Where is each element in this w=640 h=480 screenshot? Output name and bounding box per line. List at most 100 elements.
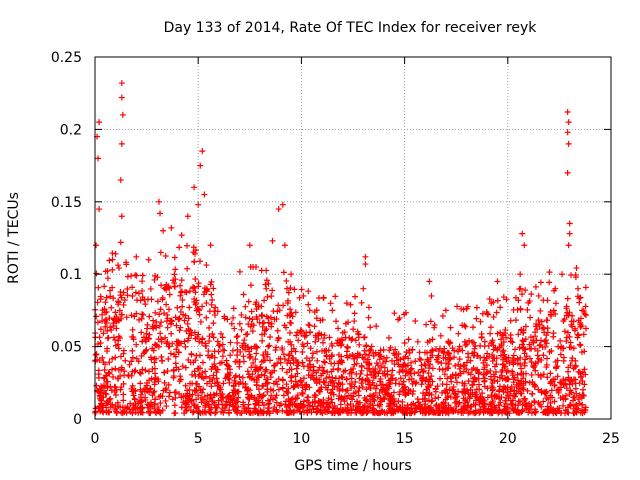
data-point — [378, 364, 385, 371]
data-point — [535, 317, 542, 324]
data-point — [375, 410, 382, 417]
data-point — [455, 401, 462, 408]
data-point — [367, 384, 374, 391]
data-point — [155, 198, 162, 205]
data-point — [460, 368, 467, 375]
data-point — [455, 348, 462, 355]
data-point — [217, 360, 224, 367]
data-point — [271, 316, 278, 323]
data-point — [444, 375, 451, 382]
x-tick-label: 25 — [602, 431, 620, 447]
data-point — [564, 109, 571, 116]
data-point — [208, 383, 215, 390]
data-point — [460, 362, 467, 369]
data-point — [147, 385, 154, 392]
data-point — [234, 410, 241, 417]
data-point — [106, 314, 113, 321]
data-point — [581, 348, 588, 355]
data-point — [176, 340, 183, 347]
data-point — [503, 376, 510, 383]
data-point — [407, 370, 414, 377]
data-point — [366, 368, 373, 375]
data-point — [425, 358, 432, 365]
data-point — [346, 334, 353, 341]
y-tick-label: 0 — [73, 412, 82, 428]
data-point — [389, 398, 396, 405]
data-point — [518, 365, 525, 372]
data-point — [499, 375, 506, 382]
data-point — [173, 322, 180, 329]
data-point — [323, 375, 330, 382]
data-point — [117, 315, 124, 322]
data-point — [522, 287, 529, 294]
data-point — [425, 370, 432, 377]
data-point — [358, 380, 365, 387]
data-point — [412, 405, 419, 412]
data-point — [339, 359, 346, 366]
data-point — [186, 288, 193, 295]
data-point — [115, 301, 122, 308]
data-point — [471, 374, 478, 381]
data-point — [170, 277, 177, 284]
data-point — [472, 342, 479, 349]
data-point — [364, 356, 371, 363]
data-point — [165, 306, 172, 313]
data-point — [350, 403, 357, 410]
data-point — [540, 371, 547, 378]
data-point — [409, 408, 416, 415]
data-point — [503, 358, 510, 365]
data-point — [167, 350, 174, 357]
data-point — [245, 298, 252, 305]
data-point — [576, 341, 583, 348]
x-axis-label: GPS time / hours — [294, 458, 411, 474]
data-point — [363, 407, 370, 414]
data-point — [119, 111, 126, 118]
data-point — [515, 382, 522, 389]
data-point — [552, 358, 559, 365]
data-point — [323, 353, 330, 360]
data-point — [515, 402, 522, 409]
data-point — [252, 356, 259, 363]
data-point — [259, 399, 266, 406]
data-point — [239, 380, 246, 387]
data-point — [466, 393, 473, 400]
data-point — [171, 402, 178, 409]
data-point — [572, 380, 579, 387]
data-point — [195, 392, 202, 399]
data-point — [150, 347, 157, 354]
data-point — [569, 312, 576, 319]
data-point — [171, 271, 178, 278]
data-point — [142, 367, 149, 374]
data-point — [109, 256, 116, 263]
y-tick-label: 0.25 — [51, 50, 82, 66]
data-point — [259, 323, 266, 330]
data-point — [349, 396, 356, 403]
data-point — [260, 382, 267, 389]
data-point — [358, 299, 365, 306]
data-point — [255, 386, 262, 393]
data-point — [213, 375, 220, 382]
data-point — [493, 361, 500, 368]
data-point — [313, 348, 320, 355]
data-point — [481, 366, 488, 373]
data-point — [113, 386, 120, 393]
data-point — [362, 351, 369, 358]
data-point — [450, 408, 457, 415]
data-point — [190, 244, 197, 251]
y-axis-label: ROTI / TECUs — [6, 192, 22, 284]
data-point — [548, 378, 555, 385]
data-point — [110, 373, 117, 380]
data-point — [464, 387, 471, 394]
data-point — [193, 408, 200, 415]
data-point — [381, 410, 388, 417]
data-point — [547, 379, 554, 386]
data-point — [466, 337, 473, 344]
data-point — [107, 293, 114, 300]
data-point — [112, 354, 119, 361]
data-point — [417, 372, 424, 379]
data-point — [258, 313, 265, 320]
data-point — [268, 293, 275, 300]
data-point — [203, 342, 210, 349]
data-point — [372, 365, 379, 372]
data-point — [293, 381, 300, 388]
